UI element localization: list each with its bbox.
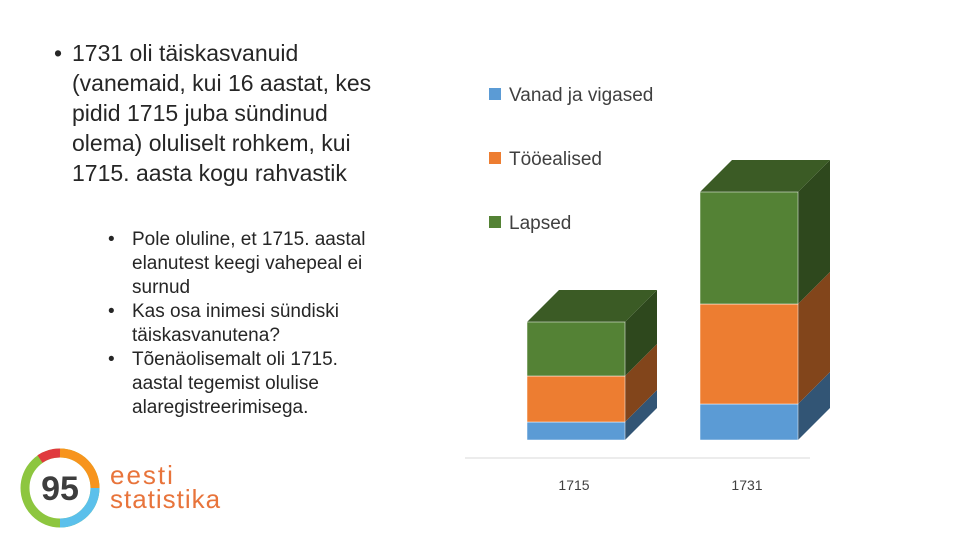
bar	[699, 191, 799, 305]
x-tick-label: 1715	[558, 477, 589, 493]
subbullet: Tõenäolisemalt oli 1715. aastal tegemist…	[108, 348, 382, 420]
bar-top	[527, 290, 657, 322]
bar-top	[700, 160, 830, 192]
bar-side	[798, 160, 830, 304]
legend-swatch	[489, 216, 501, 228]
bar-side	[798, 372, 830, 440]
logo: 95 eesti statistika	[20, 448, 221, 528]
bar-side	[798, 272, 830, 404]
legend-swatch	[489, 88, 501, 100]
bullet: 1731 oli täiskasvanuid (vanemaid, kui 16…	[54, 38, 392, 188]
bar-side	[625, 290, 657, 376]
x-tick-label: 1731	[731, 477, 762, 493]
bar-side	[625, 344, 657, 422]
logo-ring-part	[59, 448, 100, 489]
bar	[699, 403, 799, 441]
bar	[526, 321, 626, 377]
logo-ring-part	[59, 487, 100, 528]
bar	[526, 375, 626, 423]
legend-swatch	[489, 152, 501, 164]
subbullet: Pole oluline, et 1715. aastal elanutest …	[108, 228, 382, 300]
legend-label: Vanad ja vigased	[509, 85, 653, 106]
logo-number: 95	[41, 470, 79, 508]
legend-label: Tööealised	[509, 149, 602, 170]
bar-side	[625, 390, 657, 440]
logo-text: statistika	[110, 484, 221, 514]
legend-label: Lapsed	[509, 213, 571, 234]
bar	[526, 421, 626, 441]
bar	[699, 303, 799, 405]
subbullet: Kas osa inimesi sündiski täiskasvanutena…	[108, 300, 382, 348]
logo-text: eesti	[110, 460, 175, 490]
logo-ring-part	[37, 448, 61, 463]
subbullets: Pole oluline, et 1715. aastal elanutest …	[108, 228, 382, 420]
